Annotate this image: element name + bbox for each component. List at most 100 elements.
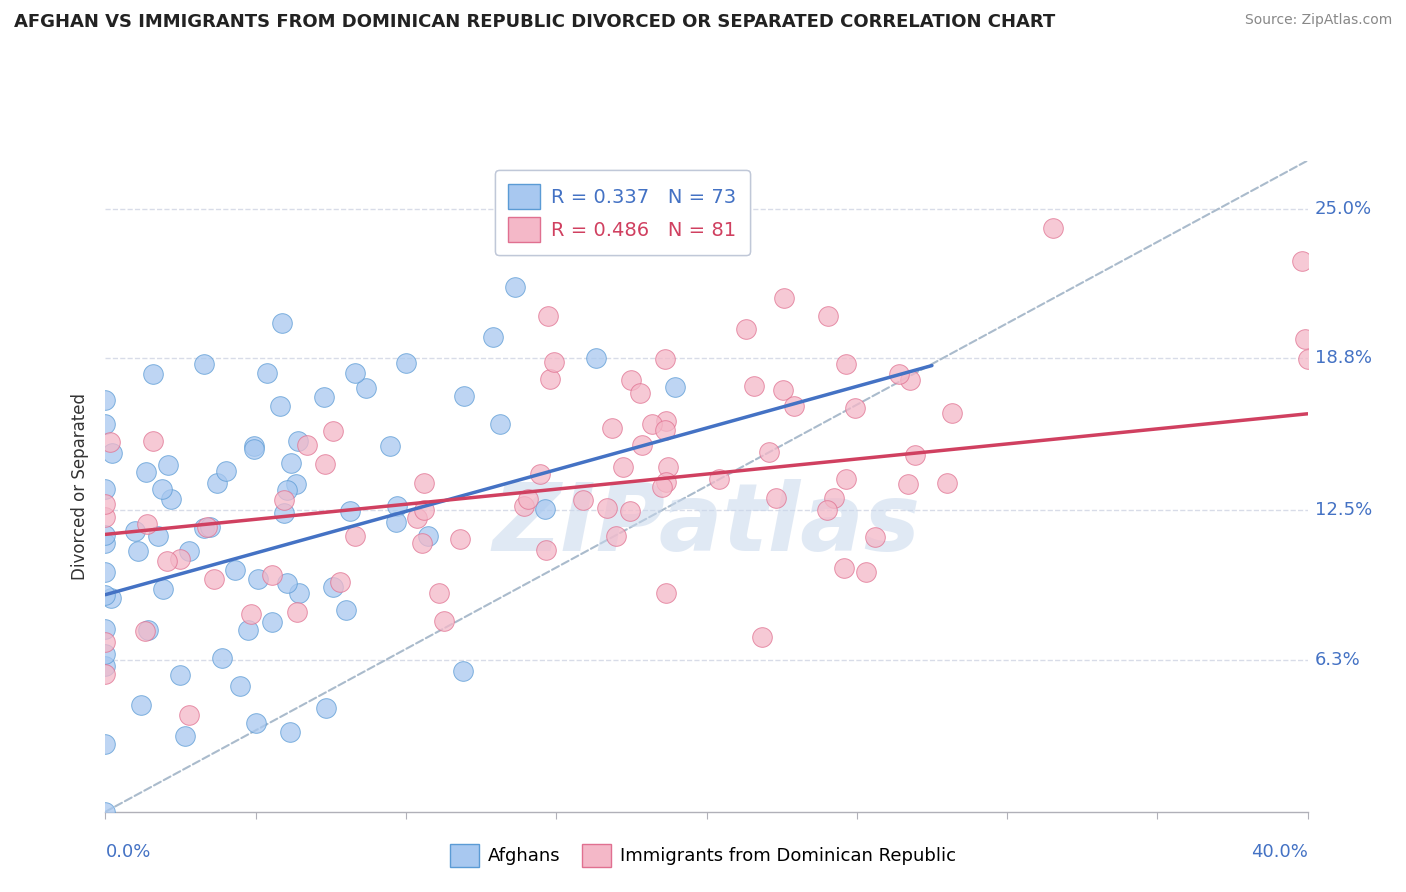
Point	[620, 373, 643, 387]
Point	[571, 493, 593, 508]
Point	[529, 467, 551, 481]
Point	[205, 475, 228, 490]
Point	[335, 603, 357, 617]
Point	[198, 520, 221, 534]
Point	[243, 442, 266, 456]
Point	[322, 424, 344, 438]
Point	[94, 482, 117, 496]
Point	[516, 492, 538, 507]
Point	[619, 504, 641, 518]
Point	[935, 475, 957, 490]
Point	[138, 623, 160, 637]
Text: 40.0%: 40.0%	[1251, 843, 1308, 861]
Point	[211, 650, 233, 665]
Point	[657, 460, 679, 475]
Point	[273, 493, 295, 508]
Point	[596, 500, 619, 515]
Text: Source: ZipAtlas.com: Source: ZipAtlas.com	[1244, 13, 1392, 28]
Point	[295, 437, 318, 451]
Point	[146, 529, 169, 543]
Point	[288, 585, 311, 599]
Point	[124, 524, 146, 538]
Point	[481, 330, 503, 344]
Point	[94, 635, 117, 649]
Point	[534, 502, 557, 516]
Point	[246, 572, 269, 586]
Point	[832, 561, 855, 575]
Point	[174, 729, 197, 743]
Point	[453, 389, 475, 403]
Point	[150, 483, 173, 497]
Point	[156, 554, 179, 568]
Point	[94, 510, 117, 524]
Point	[239, 607, 262, 621]
Point	[131, 698, 153, 712]
Point	[534, 543, 557, 558]
Point	[260, 615, 283, 629]
Point	[94, 498, 117, 512]
Point	[1294, 332, 1316, 346]
Point	[245, 716, 267, 731]
Point	[224, 563, 246, 577]
Point	[136, 516, 159, 531]
Point	[242, 439, 264, 453]
Point	[823, 491, 845, 505]
Point	[94, 393, 117, 408]
Point	[322, 580, 344, 594]
Point	[193, 357, 215, 371]
Point	[202, 572, 225, 586]
Point	[844, 401, 866, 415]
Point	[835, 357, 858, 371]
Point	[344, 529, 367, 543]
Point	[94, 667, 117, 681]
Point	[817, 309, 839, 323]
Text: AFGHAN VS IMMIGRANTS FROM DOMINICAN REPUBLIC DIVORCED OR SEPARATED CORRELATION C: AFGHAN VS IMMIGRANTS FROM DOMINICAN REPU…	[14, 13, 1056, 31]
Point	[865, 530, 887, 544]
Point	[179, 708, 201, 723]
Text: 12.5%: 12.5%	[1315, 501, 1372, 519]
Point	[654, 424, 676, 438]
Point	[855, 565, 877, 579]
Point	[101, 446, 124, 460]
Point	[772, 384, 794, 398]
Point	[312, 391, 335, 405]
Point	[378, 440, 401, 454]
Point	[605, 529, 627, 543]
Point	[631, 438, 654, 452]
Point	[664, 380, 686, 394]
Point	[538, 372, 561, 386]
Point	[413, 503, 436, 517]
Point	[1291, 254, 1313, 268]
Y-axis label: Divorced or Separated: Divorced or Separated	[72, 392, 90, 580]
Point	[903, 448, 925, 462]
Point	[411, 536, 433, 550]
Point	[142, 434, 165, 449]
Point	[94, 417, 117, 431]
Point	[278, 724, 301, 739]
Point	[195, 520, 218, 534]
Point	[94, 659, 117, 673]
Point	[513, 499, 536, 513]
Point	[329, 574, 352, 589]
Text: 0.0%: 0.0%	[105, 843, 150, 861]
Point	[177, 543, 200, 558]
Point	[260, 568, 283, 582]
Point	[654, 351, 676, 366]
Point	[387, 500, 409, 514]
Legend: R = 0.337   N = 73, R = 0.486   N = 81: R = 0.337 N = 73, R = 0.486 N = 81	[495, 170, 749, 255]
Point	[543, 355, 565, 369]
Point	[276, 483, 298, 497]
Point	[835, 472, 858, 486]
Point	[354, 381, 377, 395]
Point	[628, 386, 651, 401]
Point	[742, 379, 765, 393]
Point	[449, 532, 471, 546]
Point	[193, 520, 215, 534]
Point	[815, 503, 838, 517]
Point	[650, 480, 672, 494]
Point	[98, 435, 121, 450]
Point	[395, 356, 418, 370]
Point	[385, 515, 408, 529]
Point	[94, 622, 117, 636]
Point	[707, 472, 730, 486]
